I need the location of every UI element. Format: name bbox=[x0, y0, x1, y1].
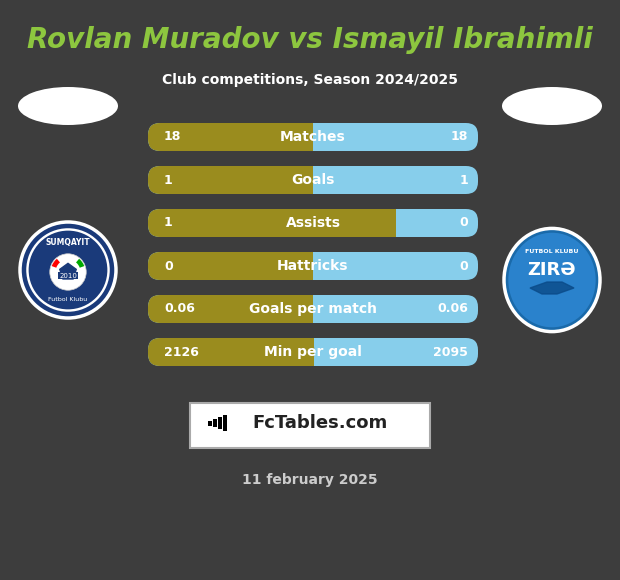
Bar bbox=[208, 420, 212, 426]
Ellipse shape bbox=[502, 87, 602, 125]
Text: 18: 18 bbox=[164, 130, 182, 143]
FancyBboxPatch shape bbox=[148, 166, 313, 194]
Polygon shape bbox=[60, 263, 76, 279]
Bar bbox=[213, 419, 217, 427]
Text: Matches: Matches bbox=[280, 130, 346, 144]
Text: 11 february 2025: 11 february 2025 bbox=[242, 473, 378, 487]
Text: Min per goal: Min per goal bbox=[264, 345, 362, 359]
Text: 2010: 2010 bbox=[59, 273, 77, 279]
Text: Goals per match: Goals per match bbox=[249, 302, 377, 316]
Text: 18: 18 bbox=[451, 130, 468, 143]
Circle shape bbox=[26, 229, 110, 312]
Bar bbox=[299, 295, 313, 323]
Circle shape bbox=[29, 231, 107, 309]
Bar bbox=[218, 417, 222, 429]
Text: Rovlan Muradov vs Ismayil Ibrahimli: Rovlan Muradov vs Ismayil Ibrahimli bbox=[27, 26, 593, 54]
Text: SUMQAYIT: SUMQAYIT bbox=[46, 238, 91, 246]
Bar bbox=[299, 166, 313, 194]
Text: Assists: Assists bbox=[285, 216, 340, 230]
Ellipse shape bbox=[504, 229, 600, 332]
FancyBboxPatch shape bbox=[148, 123, 478, 151]
Ellipse shape bbox=[508, 233, 596, 327]
Text: 0: 0 bbox=[459, 259, 468, 273]
FancyBboxPatch shape bbox=[148, 338, 314, 366]
Text: 1: 1 bbox=[459, 173, 468, 187]
Wedge shape bbox=[51, 259, 60, 268]
Circle shape bbox=[50, 254, 86, 290]
FancyBboxPatch shape bbox=[190, 403, 430, 448]
Text: Hattricks: Hattricks bbox=[277, 259, 348, 273]
Text: 0: 0 bbox=[164, 259, 173, 273]
Text: 2095: 2095 bbox=[433, 346, 468, 358]
Text: 1: 1 bbox=[164, 173, 173, 187]
Bar bbox=[299, 252, 313, 280]
FancyBboxPatch shape bbox=[148, 295, 478, 323]
Text: ZIRƏ: ZIRƏ bbox=[528, 262, 576, 280]
Text: 1: 1 bbox=[164, 216, 173, 230]
FancyBboxPatch shape bbox=[148, 338, 478, 366]
Text: 0.06: 0.06 bbox=[437, 303, 468, 316]
FancyBboxPatch shape bbox=[148, 209, 396, 237]
Polygon shape bbox=[530, 282, 574, 294]
Bar bbox=[299, 123, 313, 151]
Text: Futbol Klubu: Futbol Klubu bbox=[48, 298, 87, 302]
FancyBboxPatch shape bbox=[148, 166, 478, 194]
FancyBboxPatch shape bbox=[148, 252, 313, 280]
Text: 0: 0 bbox=[459, 216, 468, 230]
Text: Club competitions, Season 2024/2025: Club competitions, Season 2024/2025 bbox=[162, 73, 458, 87]
Text: 0.06: 0.06 bbox=[164, 303, 195, 316]
Wedge shape bbox=[76, 259, 84, 268]
Bar bbox=[381, 209, 396, 237]
Ellipse shape bbox=[18, 87, 118, 125]
Text: Goals: Goals bbox=[291, 173, 335, 187]
FancyBboxPatch shape bbox=[148, 123, 313, 151]
Circle shape bbox=[20, 222, 116, 318]
Bar bbox=[300, 338, 314, 366]
FancyBboxPatch shape bbox=[148, 209, 478, 237]
FancyBboxPatch shape bbox=[148, 295, 313, 323]
Text: FcTables.com: FcTables.com bbox=[252, 414, 388, 432]
FancyBboxPatch shape bbox=[148, 252, 478, 280]
Bar bbox=[223, 415, 227, 431]
Text: 2126: 2126 bbox=[164, 346, 199, 358]
Text: FUTBOL KLUBU: FUTBOL KLUBU bbox=[525, 249, 578, 253]
